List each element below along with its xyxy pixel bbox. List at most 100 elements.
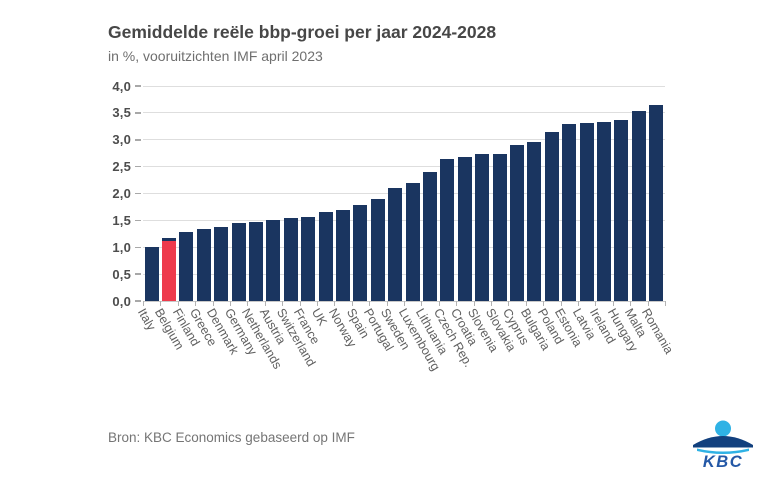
y-tick-2,0: 2,0 xyxy=(112,186,141,202)
bar-france xyxy=(301,216,316,301)
bar-slovakia xyxy=(492,153,507,301)
gridline-3,0 xyxy=(143,139,665,141)
logo-wings-icon xyxy=(693,436,753,448)
bar-hungary xyxy=(614,120,629,301)
bar-cyprus xyxy=(509,145,524,301)
x-tick xyxy=(212,301,214,306)
logo-sun-icon xyxy=(715,420,731,437)
logo-wordmark: KBC xyxy=(703,453,743,471)
plot-area: Italy Belgium Finland Greece Denmark Germany N… xyxy=(135,85,676,373)
bar-denmark xyxy=(214,226,229,301)
x-tick xyxy=(143,301,144,306)
y-tick-1,5: 1,5 xyxy=(112,212,141,228)
bar-slovenia xyxy=(475,153,490,301)
y-tick-mark xyxy=(135,85,141,87)
x-tick xyxy=(473,301,475,306)
bar-belgium xyxy=(161,238,176,301)
x-tick xyxy=(247,301,249,306)
x-tick xyxy=(264,301,266,306)
bar-czech-rep xyxy=(440,158,455,301)
y-tick-label: 3,5 xyxy=(112,105,131,121)
x-tick xyxy=(230,301,231,306)
bar-netherlands xyxy=(248,222,263,301)
y-tick-label: 1,0 xyxy=(112,239,131,255)
bar-malta xyxy=(631,110,646,301)
bar-portugal xyxy=(370,198,385,301)
x-tick xyxy=(386,301,388,306)
x-tick xyxy=(612,301,614,306)
x-tick xyxy=(334,301,336,306)
y-tick-label: 1,5 xyxy=(112,212,131,228)
x-tick xyxy=(647,301,649,306)
bar-luxembourg xyxy=(405,182,420,301)
y-tick-3,0: 3,0 xyxy=(112,132,141,148)
x-tick xyxy=(595,301,597,306)
y-tick-mark xyxy=(135,139,141,141)
bar-lithuania xyxy=(422,172,437,301)
y-tick-1,0: 1,0 xyxy=(112,239,141,255)
bar-latvia xyxy=(579,122,594,301)
y-tick-label: 4,0 xyxy=(112,78,131,94)
x-tick xyxy=(491,301,492,306)
gridline-3,5 xyxy=(143,112,665,114)
x-tick xyxy=(543,301,545,306)
y-tick-0,0: 0,0 xyxy=(112,293,141,309)
bar-germany xyxy=(231,223,246,301)
y-tick-mark xyxy=(135,219,141,222)
x-tick xyxy=(195,301,197,306)
y-tick-mark xyxy=(135,300,141,302)
x-tick xyxy=(560,301,562,306)
y-tick-4,0: 4,0 xyxy=(112,78,141,94)
bar-sweden xyxy=(388,188,403,301)
bar-switzerland xyxy=(283,218,298,301)
x-tick xyxy=(369,301,371,306)
x-tick xyxy=(525,301,527,306)
x-tick xyxy=(351,301,353,306)
y-tick-label: 2,0 xyxy=(112,186,131,201)
bar-norway xyxy=(335,209,350,301)
y-tick-label: 0,0 xyxy=(112,293,131,309)
x-tick xyxy=(282,301,284,306)
x-tick xyxy=(160,301,162,306)
x-tick xyxy=(404,301,405,306)
bar-greece xyxy=(196,228,211,301)
bar-poland xyxy=(544,132,559,301)
gridline-2,0 xyxy=(143,193,665,194)
bar-ireland xyxy=(596,122,611,301)
y-tick-mark xyxy=(135,165,141,168)
gridline-4,0 xyxy=(143,85,665,87)
x-tick xyxy=(177,301,179,306)
kbc-logo-graphic: KBC xyxy=(693,420,753,471)
bar-italy xyxy=(144,247,159,301)
gridline-1,5 xyxy=(143,219,665,221)
x-tick xyxy=(438,301,440,306)
kbc-logo: KBC xyxy=(690,419,756,471)
bar-austria xyxy=(266,219,281,301)
gridline-1,0 xyxy=(143,246,665,248)
y-tick-mark xyxy=(135,192,141,195)
x-tick xyxy=(508,301,510,306)
x-tick xyxy=(299,301,301,306)
x-tick xyxy=(630,301,632,306)
logo-swoosh-icon xyxy=(697,448,749,454)
y-tick-3,5: 3,5 xyxy=(112,105,141,121)
x-tick xyxy=(421,301,423,306)
bar-spain xyxy=(353,205,368,301)
y-tick-mark xyxy=(135,246,141,248)
bar-uk xyxy=(318,212,333,301)
y-tick-mark xyxy=(135,112,141,114)
gridline-0,5 xyxy=(143,273,665,275)
bar-bulgaria xyxy=(527,142,542,301)
y-tick-label: 3,0 xyxy=(112,132,131,148)
y-tick-label: 2,5 xyxy=(112,159,131,175)
chart-title: Gemiddelde reële bbp-groei per jaar 2024… xyxy=(108,22,497,42)
bar-romania xyxy=(649,104,664,301)
y-tick-0,5: 0,5 xyxy=(112,266,141,282)
x-tick xyxy=(578,301,579,306)
y-tick-2,5: 2,5 xyxy=(112,159,141,175)
bar-finland xyxy=(179,232,194,301)
bar-estonia xyxy=(562,123,577,301)
y-tick-mark xyxy=(135,273,141,275)
x-tick xyxy=(665,301,666,306)
